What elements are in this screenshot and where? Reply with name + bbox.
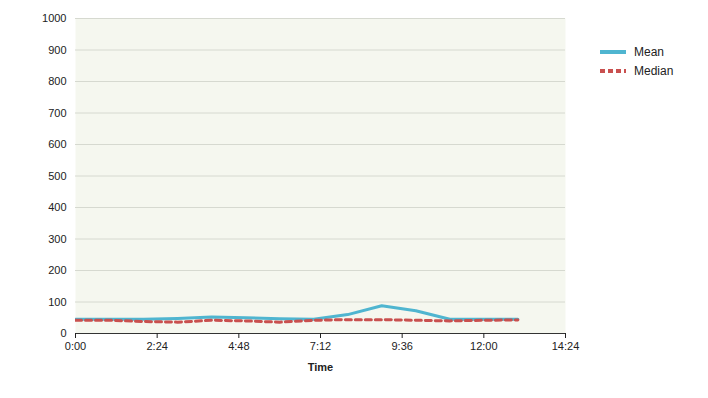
svg-text:700: 700 — [48, 107, 66, 119]
svg-text:300: 300 — [48, 233, 66, 245]
html-text:Mean: Mean — [634, 44, 664, 59]
svg-text:1000: 1000 — [42, 12, 66, 24]
svg-text:600: 600 — [48, 138, 66, 150]
svg-text:2:24: 2:24 — [146, 340, 167, 352]
svg-text:Time: Time — [308, 361, 333, 373]
svg-text:200: 200 — [48, 264, 66, 276]
svg-text:400: 400 — [48, 201, 66, 213]
svg-text:900: 900 — [48, 44, 66, 56]
svg-text:7:12: 7:12 — [310, 340, 331, 352]
svg-text:800: 800 — [48, 75, 66, 87]
svg-text:9:36: 9:36 — [391, 340, 412, 352]
svg-text:0:00: 0:00 — [65, 340, 86, 352]
svg-text:100: 100 — [48, 296, 66, 308]
svg-text:4:48: 4:48 — [228, 340, 249, 352]
svg-text:500: 500 — [48, 170, 66, 182]
svg-text:0: 0 — [60, 327, 66, 339]
svg-text:14:24: 14:24 — [552, 340, 580, 352]
svg-text:12:00: 12:00 — [470, 340, 498, 352]
html-text:Median: Median — [634, 63, 674, 78]
